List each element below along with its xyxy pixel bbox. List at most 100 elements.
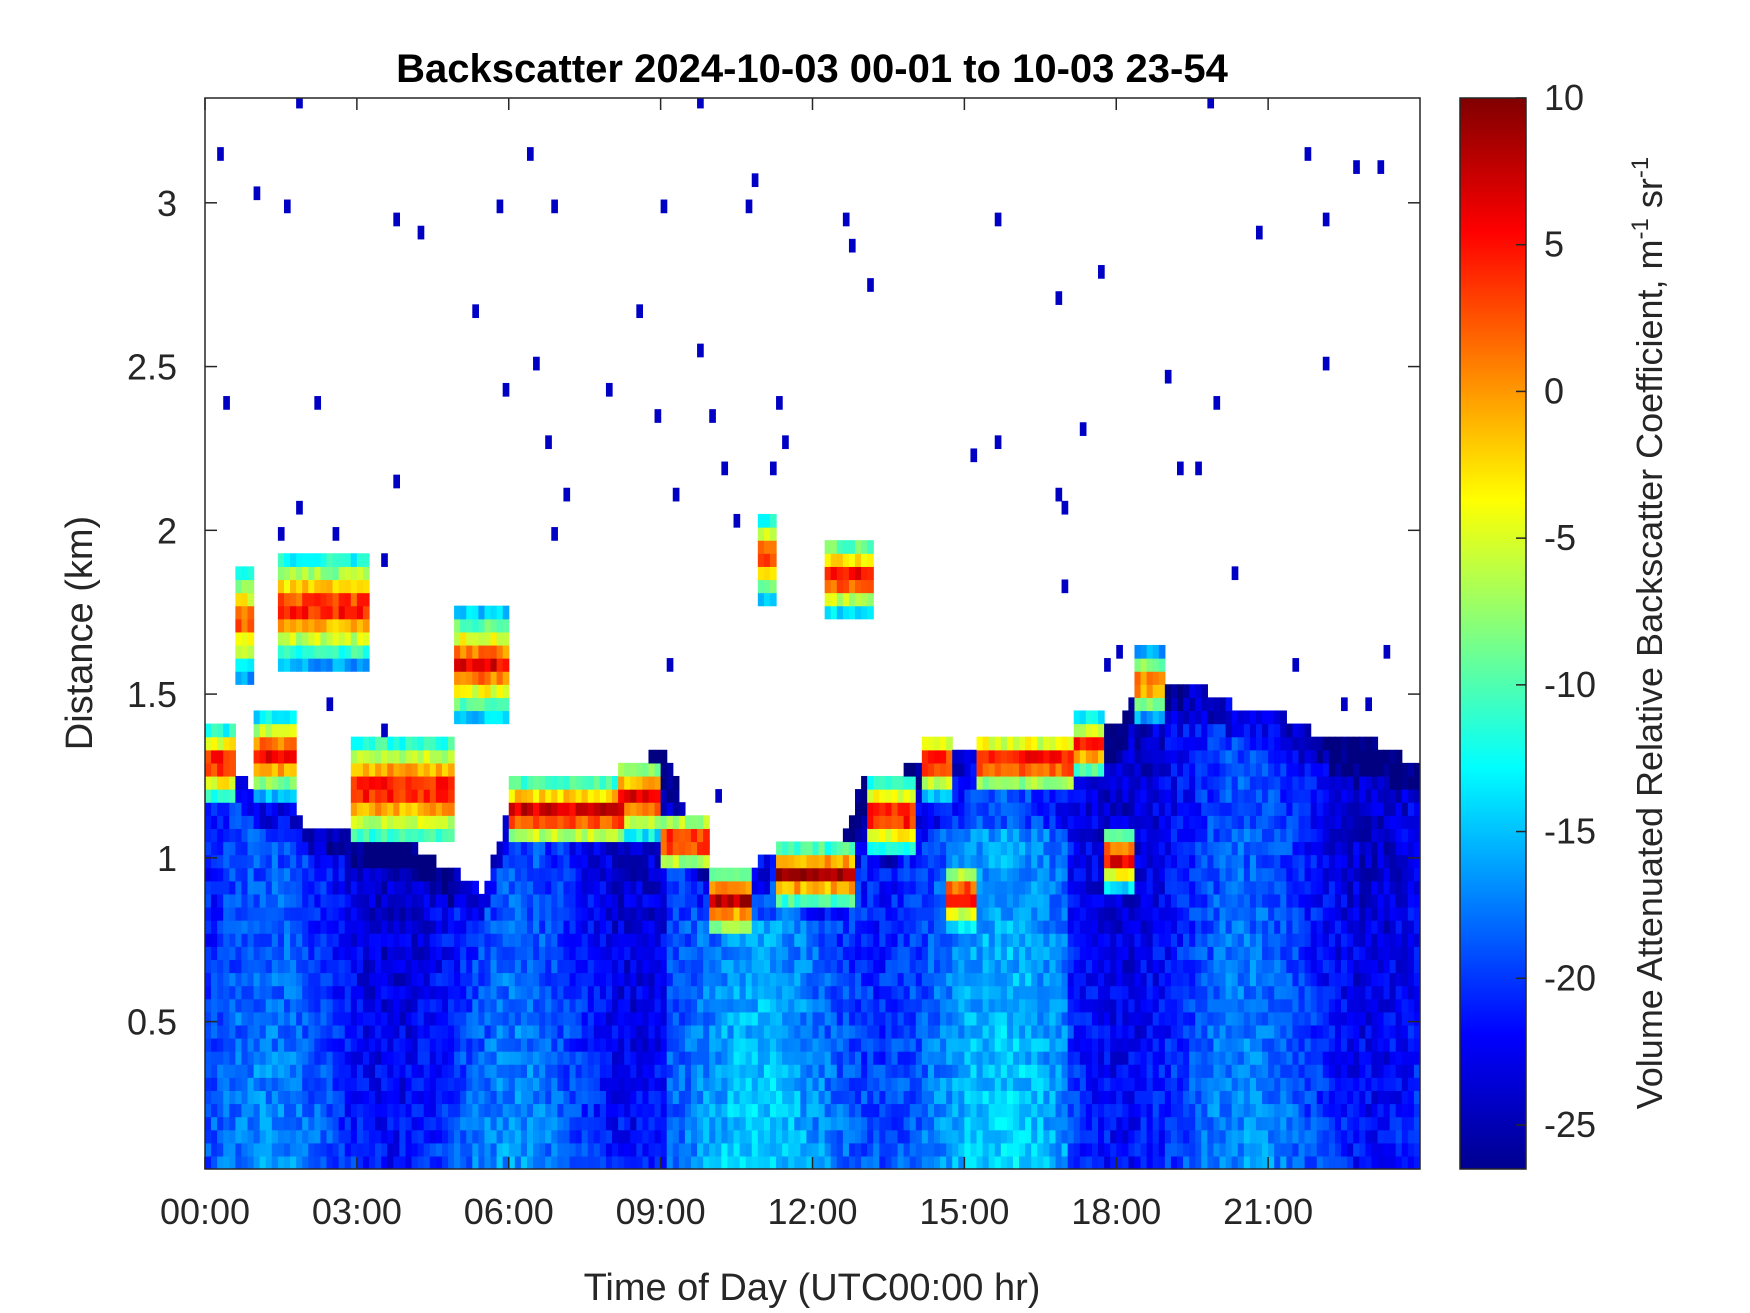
heatmap-cell <box>1079 998 1087 1013</box>
heatmap-cell <box>314 644 322 659</box>
heatmap-cell <box>308 1142 315 1157</box>
heatmap-cell <box>861 972 868 987</box>
heatmap-cell <box>806 1077 814 1091</box>
heatmap-cell <box>435 1155 443 1169</box>
heatmap-cell <box>891 1142 899 1157</box>
heatmap-cell <box>575 959 583 974</box>
heatmap-cell <box>229 789 236 803</box>
heatmap-cell <box>229 880 236 895</box>
heatmap-cell <box>283 1103 291 1118</box>
heatmap-cell <box>241 1142 249 1157</box>
heatmap-cell <box>721 1024 729 1039</box>
heatmap-cell <box>520 893 528 908</box>
heatmap-cell <box>223 1129 230 1144</box>
heatmap-cell <box>320 1142 328 1157</box>
heatmap-cell <box>964 880 972 895</box>
heatmap-cell <box>836 867 844 882</box>
heatmap-cell <box>970 1051 978 1065</box>
heatmap-cell <box>539 828 546 843</box>
heatmap-cell <box>581 1129 589 1144</box>
heatmap-cell <box>1061 1142 1069 1157</box>
heatmap-cell <box>302 985 309 1000</box>
heatmap-cell <box>502 880 510 895</box>
heatmap-cell <box>915 1090 923 1105</box>
heatmap-cell <box>1134 920 1142 934</box>
heatmap-cell <box>1128 880 1136 895</box>
heatmap-cell <box>417 880 425 895</box>
heatmap-cell <box>271 710 279 725</box>
heatmap-cell <box>241 880 249 895</box>
heatmap-cell <box>867 893 874 908</box>
heatmap-cell <box>308 1103 315 1118</box>
heatmap-cell <box>265 775 273 790</box>
heatmap-cell <box>502 1129 510 1144</box>
heatmap-cell <box>502 841 510 856</box>
heatmap-cell <box>411 1011 419 1026</box>
heatmap-cell <box>769 1037 777 1052</box>
heatmap-cell <box>247 671 255 685</box>
heatmap-cell <box>727 1064 735 1078</box>
heatmap-cell <box>824 998 832 1013</box>
heatmap-cell <box>1122 893 1129 908</box>
heatmap-cell <box>642 906 650 921</box>
heatmap-cell <box>1085 749 1093 764</box>
heatmap-cell <box>277 841 285 856</box>
heatmap-cell <box>326 933 334 947</box>
heatmap-cell <box>326 906 334 921</box>
heatmap-cell <box>885 867 893 882</box>
heatmap-cell <box>745 998 753 1013</box>
heatmap-cell <box>1025 893 1032 908</box>
heatmap-cell <box>332 1129 340 1144</box>
heatmap-cell <box>253 775 261 790</box>
heatmap-cell <box>691 906 698 921</box>
heatmap-cell <box>842 959 850 974</box>
heatmap-cell <box>381 1103 388 1118</box>
heatmap-cell <box>496 1051 504 1065</box>
heatmap-cell <box>314 893 322 908</box>
heatmap-cell <box>1073 1037 1081 1052</box>
heatmap-cell <box>399 1051 407 1065</box>
heatmap-cell <box>976 920 984 934</box>
heatmap-cell <box>563 867 571 882</box>
heatmap-cell <box>788 1090 795 1105</box>
heatmap-cell <box>703 815 710 829</box>
heatmap-cell <box>1128 906 1136 921</box>
heatmap-cell <box>441 1011 449 1026</box>
heatmap-cell <box>211 906 218 921</box>
heatmap-cell <box>636 775 643 790</box>
heatmap-cell <box>283 710 291 725</box>
heatmap-cell <box>338 959 346 974</box>
heatmap-cell <box>205 959 212 974</box>
heatmap-cell <box>332 553 340 567</box>
heatmap-cell <box>1019 854 1026 869</box>
heatmap-cell <box>247 1051 255 1065</box>
heatmap-cell <box>259 906 267 921</box>
heatmap-cell <box>1091 920 1099 934</box>
heatmap-cell <box>478 605 486 620</box>
heatmap-cell <box>1116 1116 1123 1131</box>
heatmap-cell <box>502 605 510 620</box>
heatmap-cell <box>472 710 479 725</box>
heatmap-cell <box>842 1103 850 1118</box>
heatmap-cell <box>575 1090 583 1105</box>
heatmap-cell <box>435 1011 443 1026</box>
heatmap-cell <box>964 841 972 856</box>
heatmap-cell <box>259 1011 267 1026</box>
heatmap-cell <box>751 1103 759 1118</box>
heatmap-cell <box>824 854 832 869</box>
heatmap-cell <box>800 972 808 987</box>
heatmap-cell <box>612 933 619 947</box>
heatmap-cell <box>1079 422 1087 436</box>
heatmap-cell <box>721 972 729 987</box>
heatmap-cell <box>381 946 388 960</box>
heatmap-cell <box>703 1077 710 1091</box>
heatmap-cell <box>411 933 419 947</box>
heatmap-cell <box>405 867 413 882</box>
heatmap-cell <box>1104 802 1111 816</box>
heatmap-cell <box>326 920 334 934</box>
heatmap-cell <box>423 906 431 921</box>
heatmap-cell <box>697 1155 704 1169</box>
heatmap-cell <box>636 304 643 319</box>
heatmap-cell <box>776 1155 783 1169</box>
heatmap-cell <box>630 1051 637 1065</box>
